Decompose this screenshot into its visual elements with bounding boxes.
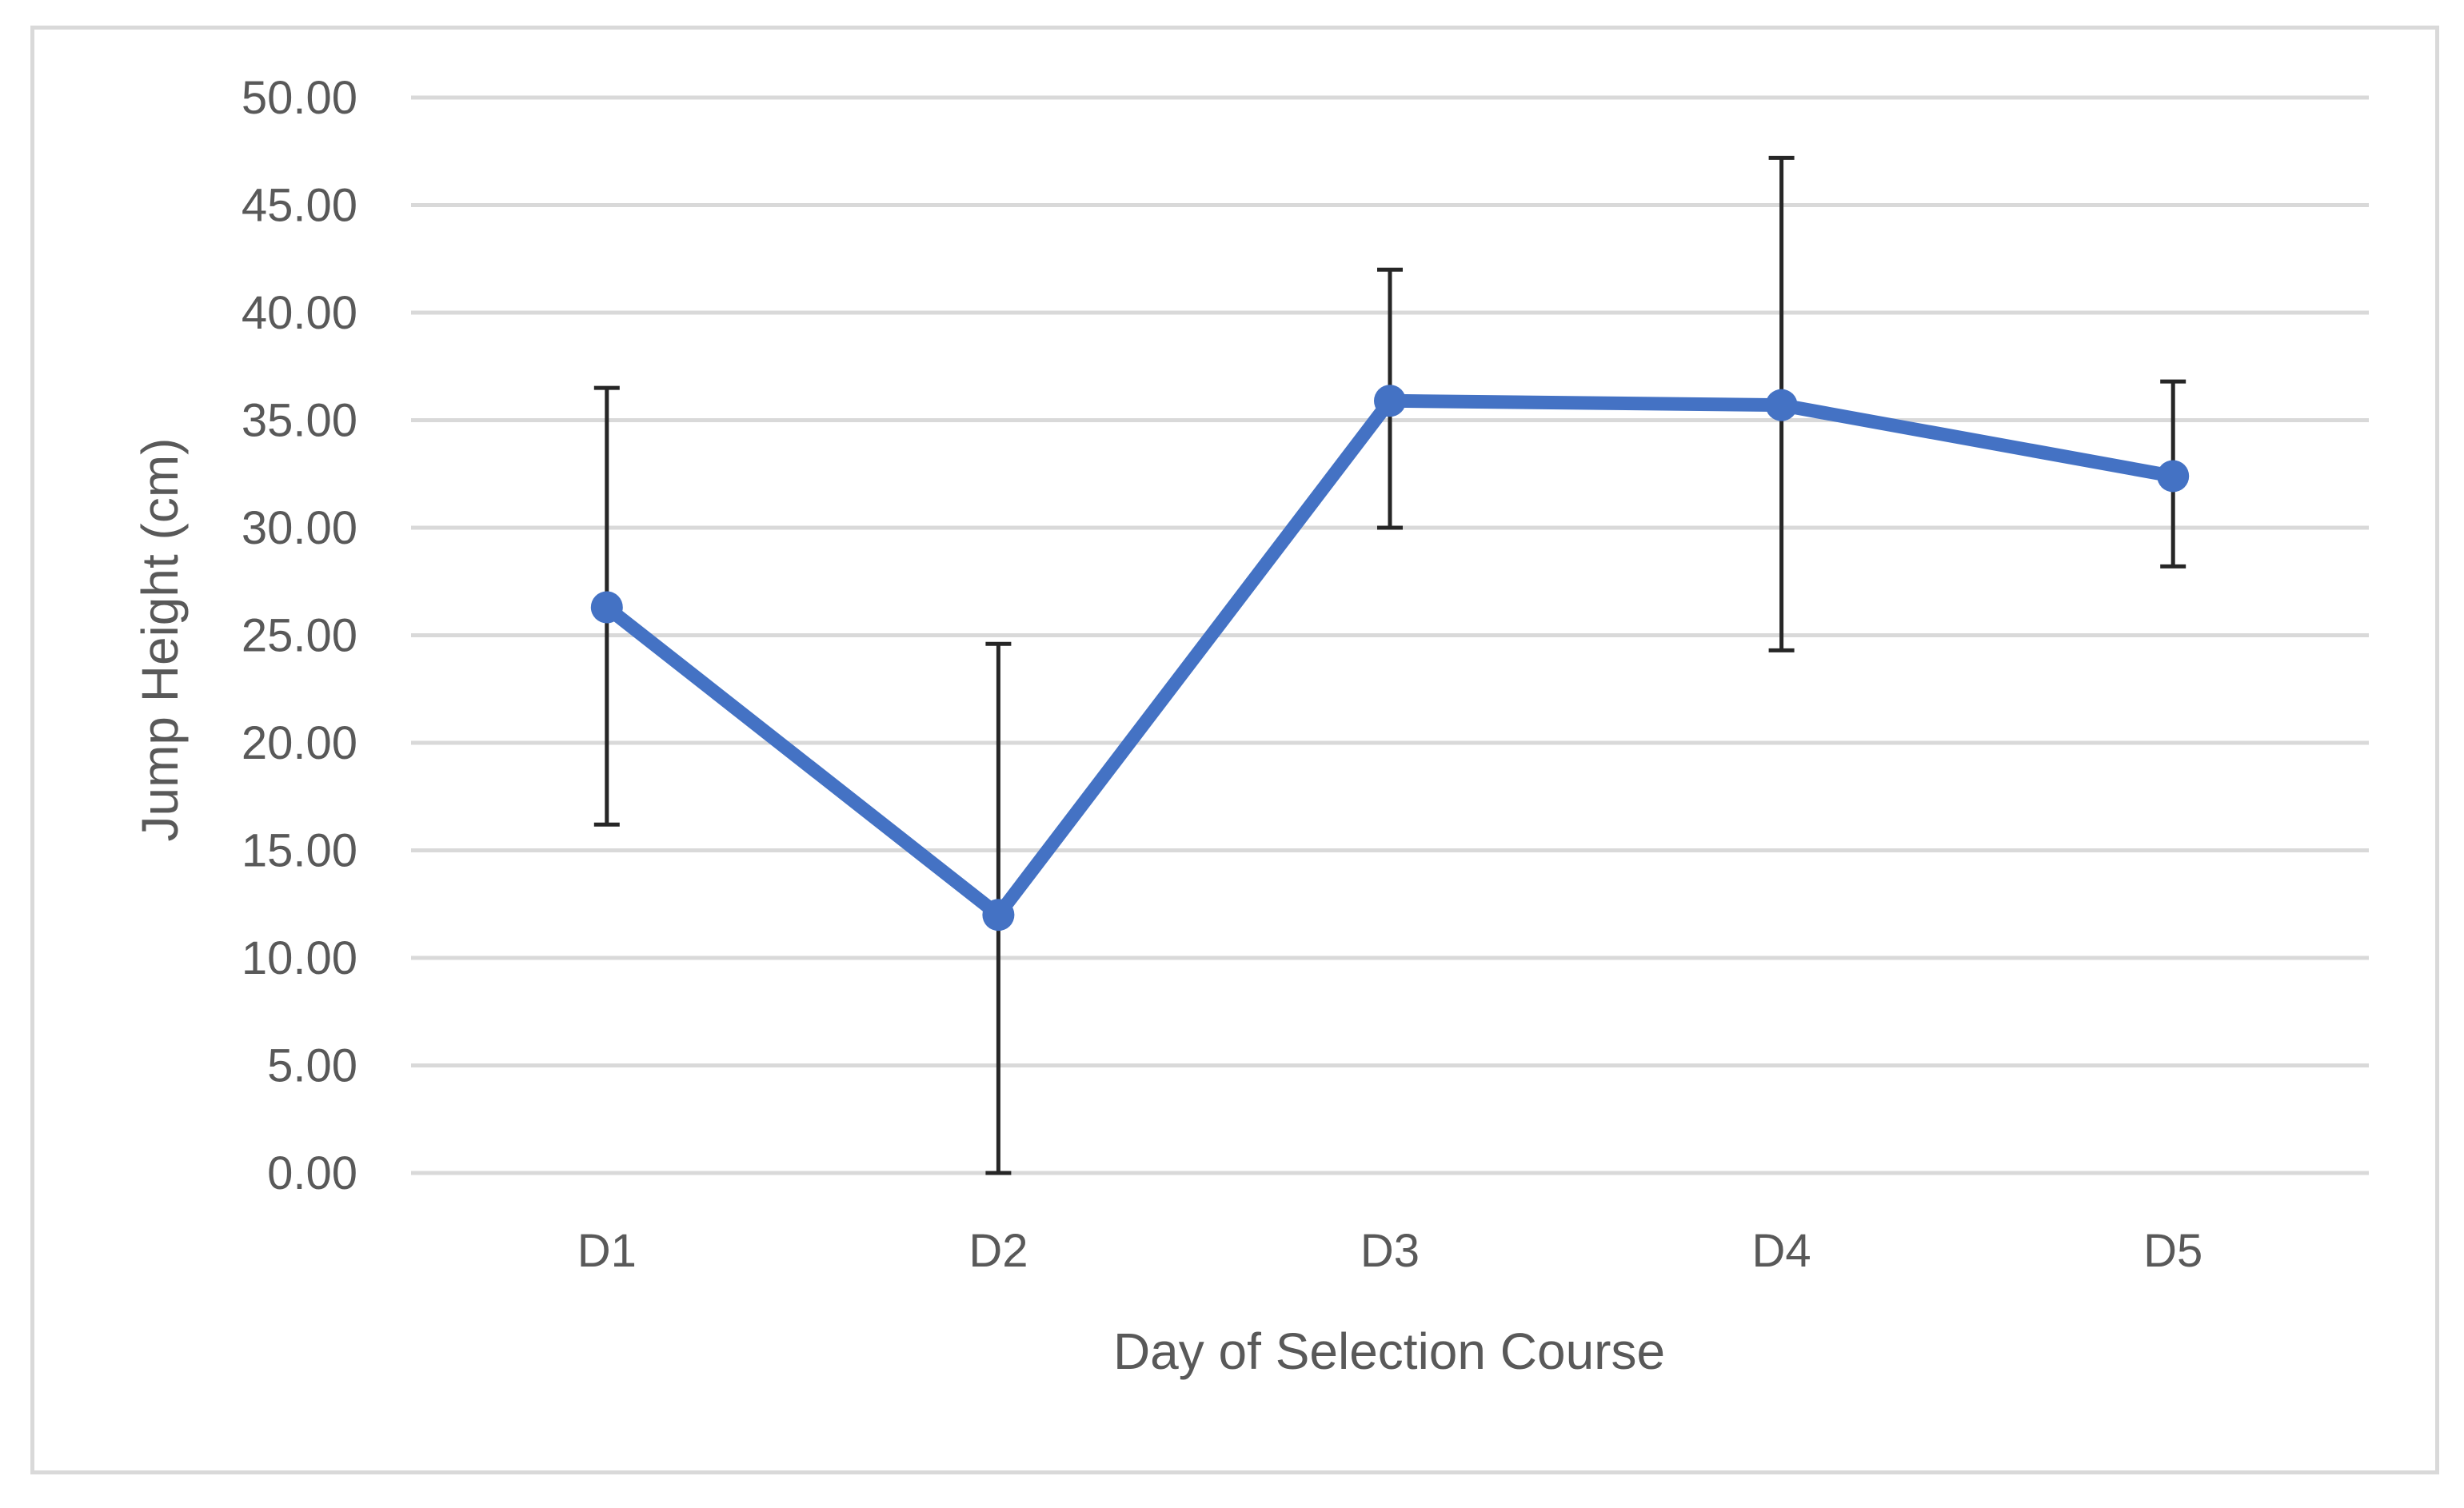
x-axis-title: Day of Selection Course bbox=[1113, 1322, 1665, 1380]
data-point bbox=[1765, 389, 1798, 421]
x-axis-tick-labels: D1 D2 D3 D4 D5 bbox=[577, 1225, 2203, 1277]
x-tick-label: D5 bbox=[2143, 1225, 2202, 1277]
gridlines bbox=[411, 95, 2369, 1175]
data-points bbox=[590, 385, 2190, 932]
data-point bbox=[590, 591, 623, 624]
y-tick-label: 25.00 bbox=[242, 610, 357, 662]
x-tick-label: D4 bbox=[1752, 1225, 1811, 1277]
y-tick-label: 15.00 bbox=[242, 825, 357, 877]
y-tick-label: 40.00 bbox=[242, 287, 357, 339]
y-tick-label: 0.00 bbox=[267, 1147, 357, 1199]
data-point bbox=[982, 899, 1015, 932]
x-tick-label: D3 bbox=[1360, 1225, 1420, 1277]
y-tick-label: 30.00 bbox=[242, 502, 357, 554]
y-tick-label: 20.00 bbox=[242, 717, 357, 769]
data-point bbox=[2157, 460, 2190, 493]
error-bars bbox=[593, 155, 2186, 1175]
y-tick-label: 35.00 bbox=[242, 395, 357, 447]
y-tick-label: 5.00 bbox=[267, 1040, 357, 1092]
x-tick-label: D1 bbox=[577, 1225, 637, 1277]
y-axis-tick-labels: 0.00 5.00 10.00 15.00 20.00 25.00 30.00 35.00 40… bbox=[242, 72, 357, 1199]
y-tick-label: 10.00 bbox=[242, 932, 357, 984]
chart-frame bbox=[30, 26, 2439, 1474]
y-axis-title: Jump Height (cm) bbox=[131, 438, 189, 842]
data-point bbox=[1374, 385, 1406, 417]
x-tick-label: D2 bbox=[968, 1225, 1028, 1277]
y-tick-label: 45.00 bbox=[242, 180, 357, 232]
y-tick-label: 50.00 bbox=[242, 72, 357, 124]
